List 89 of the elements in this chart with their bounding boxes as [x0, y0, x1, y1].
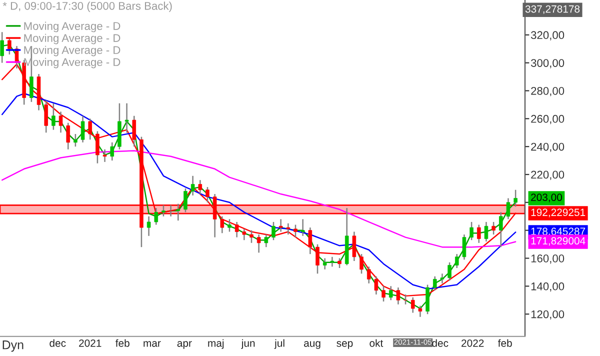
candlestick	[124, 102, 129, 134]
data-label: 178,645287	[531, 228, 586, 236]
candlestick	[432, 276, 437, 291]
candlestick	[477, 224, 481, 244]
y-tick-label: 300,00	[530, 59, 564, 68]
y-tick-label: 240,00	[531, 142, 564, 152]
candlestick	[338, 258, 342, 269]
x-tick-label: okt	[370, 339, 384, 347]
candlestick	[52, 102, 56, 130]
candlestick	[440, 272, 444, 284]
candlestick	[132, 115, 136, 148]
y-tick-label: 220,00	[531, 170, 564, 180]
x-tick-label: feb	[498, 339, 512, 347]
x-tick-label: aug	[304, 341, 320, 349]
candlestick	[388, 286, 393, 301]
y-tick-label: 280,00	[531, 87, 564, 96]
candlestick	[220, 216, 224, 234]
candlestick	[264, 234, 268, 248]
x-tick-label: jun	[241, 339, 255, 349]
candlestick	[492, 221, 496, 236]
text: Dyn	[2, 340, 24, 352]
candlestick	[286, 222, 290, 236]
candlestick	[212, 193, 217, 238]
candlestick	[256, 234, 261, 254]
candlestick	[462, 234, 466, 260]
candlestick	[322, 258, 327, 270]
y-tick-label: 260,00	[531, 114, 564, 124]
x-tick-label: 2022	[462, 339, 484, 347]
text: 203,00	[531, 194, 562, 202]
candlestick	[80, 115, 85, 144]
legend-label: Moving Average - D	[24, 34, 120, 44]
x-tick-label: mar	[144, 341, 161, 347]
candlestick	[426, 284, 430, 315]
candlestick	[316, 244, 320, 274]
x-tick-label: maj	[208, 339, 224, 349]
x-tick-label: 2021	[79, 339, 102, 347]
candlestick	[448, 262, 452, 282]
x-tick-label: apr	[177, 341, 192, 349]
candlestick	[154, 207, 158, 226]
candlestick	[360, 253, 364, 274]
data-label: 192,229251	[531, 208, 586, 218]
candlestick	[102, 148, 107, 163]
candlestick	[300, 218, 305, 237]
x-tick-label: feb	[116, 339, 130, 347]
y-tick-label: 120,00	[531, 310, 564, 320]
candlestick	[176, 203, 180, 222]
y-tick-label: 160,00	[531, 254, 564, 264]
candlestick	[44, 100, 48, 134]
candlestick	[234, 221, 239, 238]
candlestick	[278, 218, 283, 232]
candlestick	[418, 305, 422, 318]
candlestick	[506, 198, 510, 220]
candlestick	[250, 230, 254, 244]
x-tick-label: dec	[50, 339, 66, 347]
candlestick	[198, 179, 202, 195]
candlestick	[499, 212, 503, 248]
line-series	[1, 92, 516, 290]
x-tick-label: jul	[274, 339, 284, 349]
candlestick	[330, 256, 334, 268]
data-label: 171,829004	[531, 237, 586, 246]
candlestick	[352, 231, 356, 262]
candlestick	[146, 216, 151, 237]
candlestick	[184, 188, 188, 213]
candlestick	[88, 118, 92, 140]
candlestick	[272, 221, 276, 241]
candlestick	[228, 218, 232, 232]
candlestick	[96, 130, 100, 164]
candlestick	[190, 175, 195, 196]
candlestick	[366, 266, 371, 284]
candlestick	[74, 133, 78, 148]
chart-title: * D, 09:00-17:30 (5000 Bars Back)	[2, 2, 172, 12]
candlestick	[110, 142, 114, 162]
candlestick	[162, 204, 166, 217]
candlestick	[58, 111, 63, 134]
y-tick-label: 320,00	[530, 31, 564, 40]
candlestick	[242, 228, 246, 241]
candlestick	[455, 253, 459, 269]
x-tick-label: sep	[336, 341, 353, 349]
candlestick	[470, 221, 474, 241]
candlestick	[514, 189, 518, 208]
candlestick	[0, 31, 4, 64]
y-tick-label: 140,00	[531, 282, 564, 292]
legend-label: Moving Average - D	[24, 22, 120, 32]
candlestick	[484, 221, 488, 242]
candlestick	[206, 186, 210, 204]
candlestick	[294, 224, 298, 238]
text: 337,278178	[525, 5, 580, 14]
candlestick	[66, 122, 70, 150]
candlestick	[308, 226, 312, 255]
